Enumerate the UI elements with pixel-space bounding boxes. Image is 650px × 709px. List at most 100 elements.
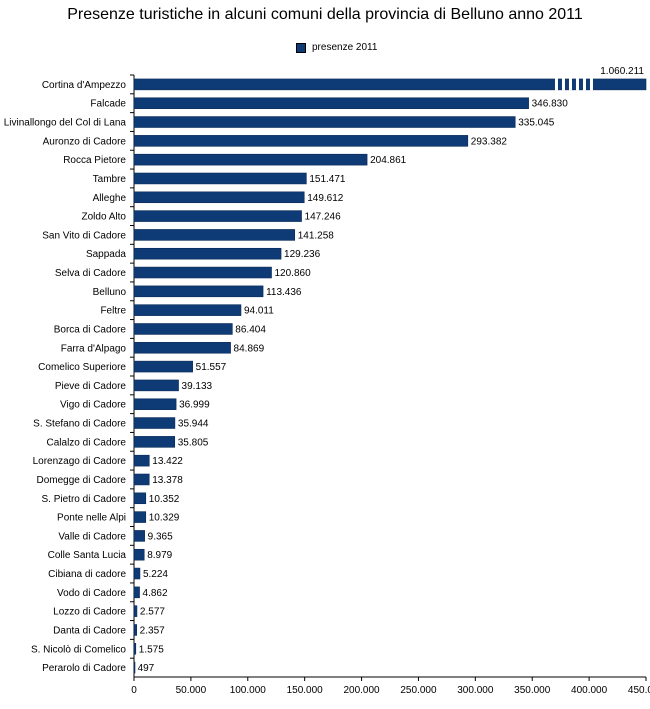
bar (133, 379, 179, 392)
bar (133, 285, 264, 298)
data-label: 51.557 (196, 362, 227, 373)
bar (133, 116, 516, 128)
data-label: 13.378 (152, 475, 183, 486)
x-tick-label: 0 (131, 685, 137, 696)
category-label: Cortina d'Ampezzo (42, 80, 127, 91)
data-label: 10.329 (149, 513, 180, 524)
category-label: S. Stefano di Cadore (33, 419, 126, 430)
bar (133, 567, 141, 580)
bar (133, 266, 272, 279)
data-label: 13.422 (152, 456, 183, 467)
category-label: Domegge di Cadore (37, 475, 127, 486)
category-label: Valle di Cadore (58, 531, 126, 542)
category-label: Lozzo di Cadore (53, 607, 126, 618)
x-tick-label: 100.000 (230, 685, 267, 696)
bar (133, 78, 647, 91)
data-label: 151.471 (309, 174, 346, 185)
bar (133, 417, 176, 429)
x-tick-label: 200.000 (343, 685, 380, 696)
category-label: Selva di Cadore (55, 268, 127, 279)
bar (133, 436, 176, 448)
data-label: 94.011 (244, 306, 274, 317)
bar (133, 97, 529, 109)
data-label: 4.862 (143, 588, 168, 599)
data-label: 293.382 (471, 136, 508, 147)
bar (133, 586, 140, 599)
bar (133, 548, 145, 561)
bar-break-stripe (568, 78, 572, 91)
data-label: 1.060.211 (600, 66, 644, 77)
bar-break-stripe (582, 78, 586, 91)
category-label: S. Nicolò di Comelico (31, 644, 126, 655)
category-label: Tambre (93, 174, 127, 185)
category-label: Comelico Superiore (38, 362, 126, 373)
category-label: Livinallongo del Col di Lana (4, 118, 127, 129)
bar (133, 398, 177, 410)
x-tick-label: 450.000 (628, 685, 650, 696)
data-label: 129.236 (284, 249, 321, 260)
x-tick-label: 50.000 (176, 685, 207, 696)
bar (133, 530, 145, 542)
bar-break-stripe (589, 78, 593, 91)
category-label: San Vito di Cadore (42, 230, 126, 241)
category-label: Perarolo di Cadore (42, 663, 126, 674)
data-label: 335.045 (518, 118, 555, 129)
category-label: Vodo di Cadore (57, 588, 126, 599)
category-label: Vigo di Cadore (60, 400, 126, 411)
x-tick-label: 400.000 (571, 685, 608, 696)
category-label: Alleghe (93, 193, 127, 204)
bar (133, 473, 150, 486)
bar (133, 643, 137, 655)
data-label: 2.577 (140, 607, 165, 618)
bar (133, 304, 242, 316)
data-label: 346.830 (532, 99, 569, 110)
x-tick-label: 350.000 (514, 685, 551, 696)
bar (133, 135, 469, 147)
bar (133, 153, 368, 166)
data-label: 2.357 (140, 625, 165, 636)
category-label: Belluno (93, 287, 127, 298)
data-label: 35.805 (178, 437, 209, 448)
category-label: Lorenzago di Cadore (33, 456, 127, 467)
data-label: 36.999 (179, 400, 210, 411)
data-label: 204.861 (370, 155, 407, 166)
data-label: 10.352 (149, 494, 180, 505)
x-tick-label: 300.000 (457, 685, 494, 696)
legend-label: presenze 2011 (312, 42, 378, 53)
category-label: Cibiana di cadore (48, 569, 126, 580)
bar (133, 454, 150, 467)
category-label: Pieve di Cadore (55, 381, 127, 392)
category-label: Colle Santa Lucia (48, 550, 127, 561)
category-label: Falcade (90, 99, 126, 110)
category-label: Sappada (86, 249, 126, 260)
category-label: Danta di Cadore (53, 625, 126, 636)
data-label: 5.224 (143, 569, 168, 580)
category-label: Rocca Pietore (63, 155, 126, 166)
data-label: 1.575 (139, 644, 164, 655)
bar (133, 172, 307, 185)
data-label: 84.869 (234, 343, 265, 354)
x-tick-label: 150.000 (287, 685, 324, 696)
bar (133, 342, 231, 354)
bar (133, 492, 147, 505)
category-label: Zoldo Alto (82, 212, 127, 223)
bar (133, 511, 147, 523)
bar (133, 661, 136, 674)
data-label: 147.246 (305, 212, 342, 223)
data-label: 497 (138, 663, 155, 674)
chart-legend: presenze 2011 (296, 42, 377, 53)
data-label: 9.365 (148, 531, 173, 542)
category-label: Feltre (100, 306, 126, 317)
bar (133, 210, 302, 222)
category-label: S. Pietro di Cadore (42, 494, 127, 505)
x-tick-label: 250.000 (400, 685, 437, 696)
bar-break-stripe (575, 78, 579, 91)
bar-break-stripe (554, 78, 558, 91)
category-label: Ponte nelle Alpi (57, 513, 126, 524)
category-label: Calalzo di Cadore (47, 437, 127, 448)
data-label: 113.436 (266, 287, 302, 298)
data-label: 8.979 (147, 550, 172, 561)
bar (133, 605, 138, 617)
data-label: 120.860 (275, 268, 312, 279)
bar-break-stripe (561, 78, 565, 91)
